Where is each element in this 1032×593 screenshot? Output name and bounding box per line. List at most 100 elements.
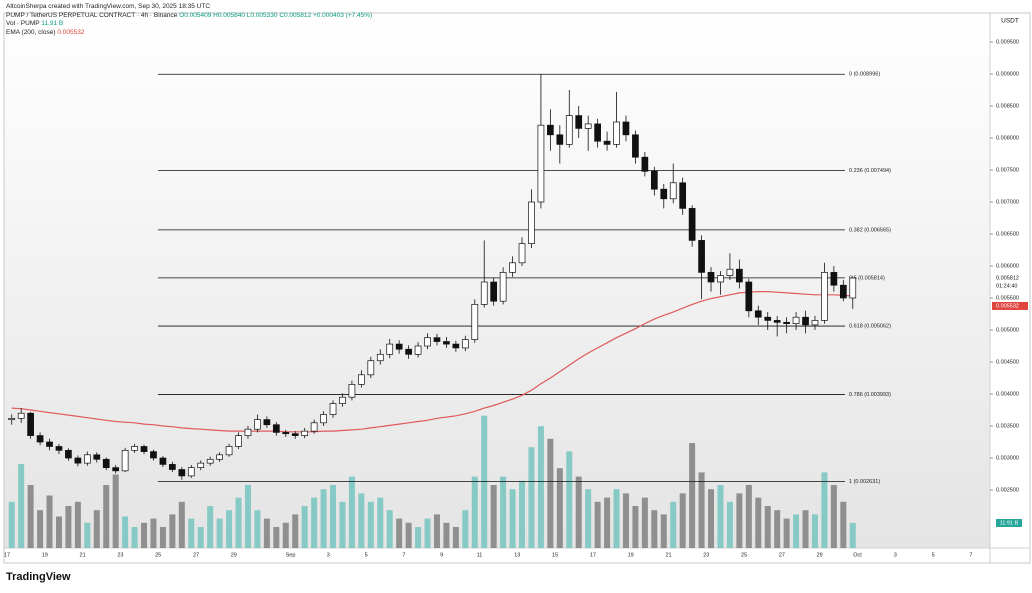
frame bbox=[3, 12, 1031, 564]
volume-bar bbox=[424, 518, 431, 548]
x-tick-label: 17 bbox=[4, 552, 10, 558]
candle-body bbox=[140, 446, 148, 452]
candle-body bbox=[17, 412, 25, 419]
candle-body bbox=[216, 454, 223, 460]
volume-bar bbox=[462, 510, 469, 548]
x-tick-label: 13 bbox=[514, 552, 520, 558]
candle-body bbox=[603, 140, 611, 145]
candle-body bbox=[773, 320, 781, 323]
candle-body bbox=[839, 284, 847, 299]
volume-bar bbox=[849, 522, 856, 548]
volume-bars bbox=[8, 415, 856, 548]
candle-body bbox=[783, 321, 790, 324]
volume-bar bbox=[46, 495, 53, 548]
y-tick-label: 0.009000 bbox=[996, 71, 1019, 77]
volume-title: Vol · PUMP bbox=[6, 20, 40, 28]
volume-bar bbox=[783, 518, 790, 548]
candle-body bbox=[565, 115, 573, 145]
candle-body bbox=[811, 320, 819, 326]
x-tick-label: 7 bbox=[969, 552, 972, 558]
candle-body bbox=[27, 412, 34, 436]
candle-body bbox=[802, 316, 809, 326]
candle-body bbox=[206, 458, 214, 464]
plot-background bbox=[4, 13, 990, 548]
volume-bar bbox=[519, 480, 526, 548]
candle-body bbox=[367, 360, 375, 376]
x-tick-label: 27 bbox=[193, 552, 199, 558]
price-axis-background bbox=[990, 13, 1030, 548]
candle-body bbox=[244, 428, 252, 436]
volume-bar bbox=[670, 501, 677, 548]
candle-body bbox=[178, 469, 186, 477]
volume-bar bbox=[745, 485, 752, 548]
candle-body bbox=[622, 121, 630, 136]
volume-bar bbox=[443, 522, 450, 548]
symbol-line: PUMP / TetherUS PERPETUAL CONTRACT · 4h … bbox=[6, 12, 372, 21]
y-tick-label: 0.008500 bbox=[996, 103, 1019, 109]
x-tick-label: 23 bbox=[117, 552, 123, 558]
candle-body bbox=[187, 467, 195, 477]
candle-body bbox=[764, 316, 772, 321]
fib-level-label: 0 (0.008996) bbox=[849, 72, 880, 78]
volume-bar bbox=[641, 497, 648, 548]
y-tick-label: 0.006500 bbox=[996, 231, 1019, 237]
fib-level-label: 0.236 (0.007494) bbox=[849, 168, 891, 174]
volume-bar bbox=[698, 472, 705, 548]
candle-body bbox=[726, 268, 734, 276]
volume-bar bbox=[547, 438, 554, 548]
candle-body bbox=[669, 182, 677, 200]
candle-body bbox=[707, 272, 715, 283]
volume-bar bbox=[726, 501, 733, 548]
countdown: 01:24:40 bbox=[996, 283, 1017, 289]
candle-body bbox=[547, 124, 554, 136]
candle-body bbox=[235, 435, 242, 447]
x-tick-label: 19 bbox=[42, 552, 48, 558]
candle-body bbox=[8, 417, 16, 420]
candle-body bbox=[225, 446, 233, 456]
fib-level-label: 0.618 (0.005062) bbox=[849, 323, 891, 329]
ema-badge bbox=[992, 301, 1028, 310]
volume-bar bbox=[622, 493, 629, 548]
candle-body bbox=[55, 446, 63, 451]
candle-body bbox=[102, 458, 110, 468]
candle-body bbox=[348, 384, 356, 398]
candle-body bbox=[537, 124, 545, 203]
x-tick-label: 11 bbox=[477, 552, 483, 558]
volume-bar bbox=[500, 476, 507, 548]
y-tick-label: 0.007000 bbox=[996, 199, 1019, 205]
volume-bar bbox=[755, 497, 762, 548]
volume-bar bbox=[566, 451, 573, 548]
volume-bar bbox=[263, 518, 270, 548]
volume-bar bbox=[660, 514, 667, 548]
x-tick-label: 21 bbox=[665, 552, 671, 558]
credit: AltcoinSherpa created with TradingView.c… bbox=[6, 3, 211, 10]
volume-bar bbox=[433, 514, 440, 548]
volume-bar bbox=[169, 514, 176, 548]
volume-bar bbox=[367, 501, 374, 548]
x-tick-label: 17 bbox=[590, 552, 596, 558]
volume-bar bbox=[708, 489, 715, 548]
fib-level-label: 0.786 (0.003993) bbox=[849, 392, 891, 398]
candle-body bbox=[556, 134, 564, 145]
volume-bar bbox=[330, 485, 337, 548]
volume-bar bbox=[585, 489, 592, 548]
volume-bar bbox=[793, 514, 800, 548]
x-tick-label: 3 bbox=[327, 552, 330, 558]
volume-bar bbox=[320, 489, 327, 548]
y-tick-label: 0.006000 bbox=[996, 263, 1019, 269]
candle-body bbox=[46, 441, 53, 447]
y-tick-label: 0.005000 bbox=[996, 327, 1019, 333]
ohlc-close: C0.005812 bbox=[279, 11, 312, 19]
volume-bar bbox=[802, 510, 809, 548]
volume-bar bbox=[197, 527, 204, 548]
volume-bar bbox=[651, 510, 658, 548]
volume-bar bbox=[594, 501, 601, 548]
x-tick-label: 27 bbox=[779, 552, 785, 558]
symbol: PUMP / TetherUS PERPETUAL CONTRACT · 4h … bbox=[6, 11, 178, 19]
candle-body bbox=[376, 353, 384, 362]
ohlc-open: O0.005409 bbox=[179, 11, 212, 19]
candle-body bbox=[386, 343, 394, 355]
ema-title: EMA (200, close) bbox=[6, 28, 56, 36]
volume-bar bbox=[292, 514, 299, 548]
x-tick-label: 19 bbox=[628, 552, 634, 558]
